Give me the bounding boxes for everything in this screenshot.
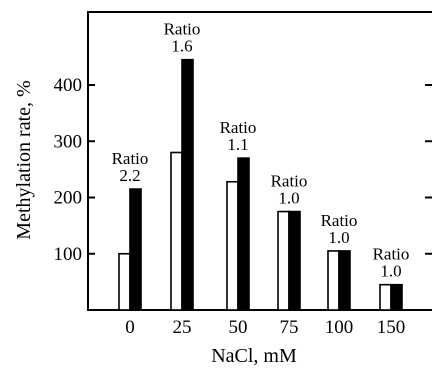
ratio-label-50: Ratio <box>220 118 257 137</box>
y-tick-label-400: 400 <box>54 75 83 96</box>
bar-open-100 <box>327 250 340 311</box>
ratio-annotations: Ratio2.2Ratio1.6Ratio1.1Ratio1.0Ratio1.0… <box>112 20 410 281</box>
x-tick-label-150: 150 <box>377 317 406 338</box>
y-tick-label-300: 300 <box>54 131 83 152</box>
bar-open-75 <box>277 210 290 311</box>
y-tick-label-100: 100 <box>54 244 83 265</box>
bar-filled-100 <box>338 250 351 311</box>
ratio-value-150: 1.0 <box>380 262 401 281</box>
bar-open-150 <box>379 283 392 311</box>
x-axis-label: NaCl, mM <box>211 345 297 367</box>
ratio-label-25: Ratio <box>164 20 201 39</box>
ratio-value-25: 1.6 <box>171 37 192 56</box>
bar-open-0 <box>118 252 131 311</box>
bar-filled-25 <box>181 58 194 311</box>
ratio-value-100: 1.0 <box>328 228 349 247</box>
x-tick-label-100: 100 <box>325 317 354 338</box>
ratio-label-150: Ratio <box>373 245 410 264</box>
bar-filled-75 <box>288 210 301 311</box>
plot-frame <box>87 11 432 311</box>
x-tick-label-0: 0 <box>125 317 135 338</box>
bar-open-50 <box>226 180 239 311</box>
ratio-label-0: Ratio <box>112 149 149 168</box>
bar-filled-150 <box>390 283 403 311</box>
ticks: 0 25 50 75 100 150 100 200 300 400 <box>54 75 432 338</box>
bar-filled-0 <box>129 188 142 311</box>
axes <box>87 11 432 311</box>
y-axis-label: Methylation rate, % <box>13 80 35 239</box>
x-tick-label-75: 75 <box>280 317 299 338</box>
bar-filled-50 <box>237 157 250 311</box>
ratio-value-50: 1.1 <box>227 135 248 154</box>
bar-open-25 <box>170 151 183 311</box>
x-tick-label-25: 25 <box>173 317 192 338</box>
bars <box>118 58 403 311</box>
ratio-label-75: Ratio <box>271 172 308 191</box>
y-tick-label-200: 200 <box>54 188 83 209</box>
ratio-value-0: 2.2 <box>119 166 140 185</box>
ratio-value-75: 1.0 <box>278 189 299 208</box>
x-tick-label-50: 50 <box>229 317 248 338</box>
ratio-label-100: Ratio <box>321 211 358 230</box>
